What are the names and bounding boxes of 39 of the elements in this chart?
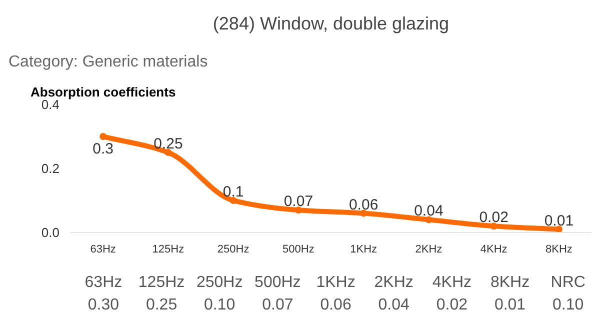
y-tick-label: 0.2 <box>41 161 60 176</box>
text: 63Hz 0.30 <box>84 274 122 314</box>
text: 2KHz 0.04 <box>374 274 414 314</box>
x-tick-label: 2KHz <box>415 244 442 256</box>
text: NRC 0.10 <box>550 274 586 314</box>
x-tick-label: 63Hz <box>90 244 116 256</box>
x-tick-label: 8KHz <box>545 244 572 256</box>
data-label: 0.06 <box>348 196 378 214</box>
x-tick-label: 125Hz <box>152 244 184 256</box>
data-label: 0.25 <box>154 136 183 152</box>
x-tick-label: 4KHz <box>480 244 508 256</box>
point <box>164 149 172 156</box>
y-tick-label: 0.0 <box>41 225 60 240</box>
x-tick-label: 1KHz <box>350 244 378 256</box>
point <box>555 226 562 232</box>
data-label: 0.01 <box>544 212 574 230</box>
data-label: 0.04 <box>414 202 444 220</box>
chart-title: (284) Window, double glazing <box>212 14 450 34</box>
point <box>360 210 368 217</box>
point <box>294 206 302 214</box>
text: 1KHz 0.06 <box>316 274 356 314</box>
point <box>490 222 498 230</box>
point <box>425 216 432 224</box>
x-tick-label: 250Hz <box>217 244 250 256</box>
text: 4KHz 0.02 <box>432 274 472 314</box>
data-label: 0.3 <box>92 140 114 158</box>
text: 250Hz 0.10 <box>196 274 243 314</box>
chart-subtitle: Category: Generic materials <box>8 54 208 70</box>
data-label: 0.1 <box>222 184 244 200</box>
data-label: 0.07 <box>284 193 314 210</box>
y-axis-title: Absorption coefficients <box>30 84 176 100</box>
text: 8KHz 0.01 <box>490 274 530 314</box>
data-label: 0.02 <box>479 209 508 226</box>
y-tick-label: 0.4 <box>41 97 60 112</box>
point <box>100 133 107 140</box>
text: 500Hz 0.07 <box>254 274 301 314</box>
text: 125Hz 0.25 <box>138 274 185 314</box>
x-tick-label: 500Hz <box>282 244 314 256</box>
point <box>230 197 237 204</box>
